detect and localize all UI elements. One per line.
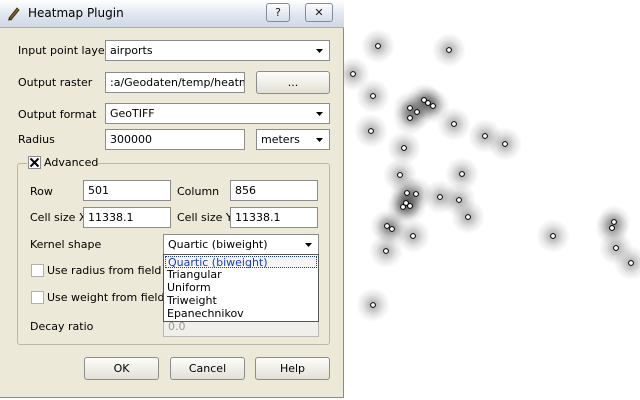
radius-field[interactable]: 300000 xyxy=(105,129,245,150)
airport-point xyxy=(550,233,556,239)
use-radius-label: Use radius from field xyxy=(47,264,162,277)
ok-button[interactable]: OK xyxy=(84,357,159,380)
chevron-down-icon xyxy=(316,138,323,142)
cell-size-x-field[interactable]: 11338.1 xyxy=(83,207,171,228)
kernel-option[interactable]: Uniform xyxy=(167,281,211,294)
airport-point xyxy=(613,245,619,251)
input-layer-label: Input point layer xyxy=(18,44,110,57)
kernel-option[interactable]: Triangular xyxy=(167,268,222,281)
airport-point xyxy=(628,260,634,266)
help-button[interactable]: Help xyxy=(255,357,330,380)
airport-point xyxy=(403,200,409,206)
close-button[interactable]: ✕ xyxy=(305,3,333,22)
airport-point xyxy=(370,93,376,99)
window-title: Heatmap Plugin xyxy=(28,6,124,20)
airport-point xyxy=(400,204,406,210)
airport-point xyxy=(459,171,465,177)
airport-point xyxy=(389,226,395,232)
row-field[interactable]: 501 xyxy=(83,180,171,201)
density-glow xyxy=(614,246,640,280)
kernel-shape-value: Quartic (biweight) xyxy=(168,238,268,251)
output-raster-label: Output raster xyxy=(18,76,93,89)
airport-point xyxy=(414,109,420,115)
radius-unit-value: meters xyxy=(261,133,300,146)
advanced-header xyxy=(27,156,97,170)
airport-point xyxy=(425,100,431,106)
chevron-down-icon xyxy=(316,112,323,116)
check-x-icon xyxy=(29,157,40,168)
cancel-button[interactable]: Cancel xyxy=(170,357,245,380)
row-label: Row xyxy=(30,185,53,198)
output-format-value: GeoTIFF xyxy=(110,107,155,120)
kernel-option[interactable]: Epanechnikov xyxy=(167,307,244,320)
use-weight-label: Use weight from field xyxy=(47,291,165,304)
cell-size-y-label: Cell size Y xyxy=(177,211,233,224)
airport-point xyxy=(370,302,376,308)
airport-point xyxy=(401,145,407,151)
help-title-button[interactable]: ? xyxy=(266,3,290,22)
airport-point xyxy=(611,219,617,225)
airport-point xyxy=(350,71,356,77)
input-layer-combo[interactable]: airports xyxy=(105,40,330,61)
airport-point xyxy=(383,248,389,254)
decay-ratio-label: Decay ratio xyxy=(30,320,94,333)
airport-point xyxy=(482,133,488,139)
radius-unit-combo[interactable]: meters xyxy=(256,129,330,150)
title-bar[interactable]: Heatmap Plugin ? ✕ xyxy=(0,0,344,28)
airport-point xyxy=(421,97,427,103)
airport-point xyxy=(437,194,443,200)
airport-point xyxy=(368,128,374,134)
kernel-shape-dropdown-list: Quartic (biweight) Triangular Uniform Tr… xyxy=(163,254,319,322)
airport-point xyxy=(451,121,457,127)
kernel-option[interactable]: Quartic (biweight) xyxy=(165,256,317,269)
kernel-option[interactable]: Triweight xyxy=(167,294,217,307)
airport-point xyxy=(407,115,413,121)
advanced-label: Advanced xyxy=(44,156,99,169)
browse-button[interactable]: ... xyxy=(256,71,330,94)
heatmap-density-layer xyxy=(336,29,640,322)
heatmap-plugin-dialog: Heatmap Plugin ? ✕ Input point layer air… xyxy=(0,0,344,398)
kernel-shape-label: Kernel shape xyxy=(30,238,102,251)
radius-label: Radius xyxy=(18,133,55,146)
airport-point xyxy=(410,233,416,239)
plugin-pencil-icon xyxy=(8,7,20,21)
kernel-shape-combo[interactable]: Quartic (biweight) xyxy=(163,234,319,255)
output-format-label: Output format xyxy=(18,108,97,121)
chevron-down-icon xyxy=(305,243,312,247)
airport-point xyxy=(456,197,462,203)
airport-point xyxy=(502,141,508,147)
advanced-checkbox[interactable] xyxy=(28,156,41,169)
airport-point xyxy=(446,47,452,53)
airport-point xyxy=(430,103,436,109)
airport-point xyxy=(407,105,413,111)
airport-point xyxy=(407,203,413,209)
airport-point xyxy=(609,225,615,231)
airport-point xyxy=(397,172,403,178)
airport-point xyxy=(404,190,410,196)
use-radius-checkbox[interactable] xyxy=(31,264,44,277)
airport-points-layer xyxy=(350,43,634,308)
output-format-combo[interactable]: GeoTIFF xyxy=(105,103,330,124)
cell-size-y-field[interactable]: 11338.1 xyxy=(230,207,318,228)
cell-size-x-label: Cell size X xyxy=(30,211,87,224)
airport-point xyxy=(375,43,381,49)
advanced-groupbox xyxy=(17,163,330,345)
airport-point xyxy=(465,214,471,220)
airport-point xyxy=(413,191,419,197)
chevron-down-icon xyxy=(316,49,323,53)
output-raster-field[interactable]: :a/Geodaten/temp/heatmap xyxy=(105,72,245,93)
column-field[interactable]: 856 xyxy=(230,180,318,201)
input-layer-value: airports xyxy=(110,44,153,57)
airport-point xyxy=(384,223,390,229)
column-label: Column xyxy=(177,185,220,198)
use-weight-checkbox[interactable] xyxy=(31,291,44,304)
